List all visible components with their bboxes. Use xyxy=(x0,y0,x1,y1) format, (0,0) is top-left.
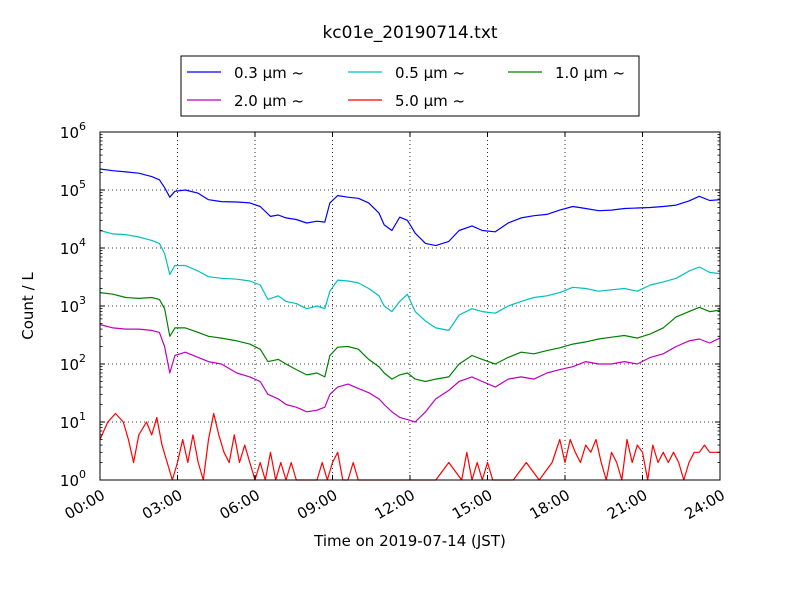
y-tick-label: 100 xyxy=(60,468,86,490)
y-tick-label: 101 xyxy=(60,410,86,432)
series-line-0 xyxy=(99,168,721,247)
legend-label: 5.0 μm ~ xyxy=(395,92,465,110)
y-tick-label: 104 xyxy=(60,236,86,258)
legend: 0.3 μm ~ 0.5 μm ~ 1.0 μm ~ 2.0 μm ~ 5.0 μm ~ xyxy=(180,55,640,117)
y-tick-label: 103 xyxy=(60,294,86,316)
y-tick-label: 106 xyxy=(60,120,86,142)
y-tick-label: 105 xyxy=(60,178,86,200)
series-line-4 xyxy=(99,412,720,481)
series-line-3 xyxy=(99,323,721,423)
y-axis-label: Count / L xyxy=(19,272,37,340)
y-tick-label: 102 xyxy=(60,352,86,374)
x-axis-label: Time on 2019-07-14 (JST) xyxy=(313,532,506,550)
legend-box xyxy=(180,55,640,117)
legend-label: 2.0 μm ~ xyxy=(234,92,304,110)
series-line-2 xyxy=(99,292,721,383)
chart-title: kc01e_20190714.txt xyxy=(322,23,497,43)
grid xyxy=(100,132,720,480)
legend-label: 0.3 μm ~ xyxy=(234,64,304,82)
series-line-1 xyxy=(99,229,721,331)
legend-label: 1.0 μm ~ xyxy=(555,64,625,82)
legend-label: 0.5 μm ~ xyxy=(395,64,465,82)
series-group xyxy=(99,168,721,481)
